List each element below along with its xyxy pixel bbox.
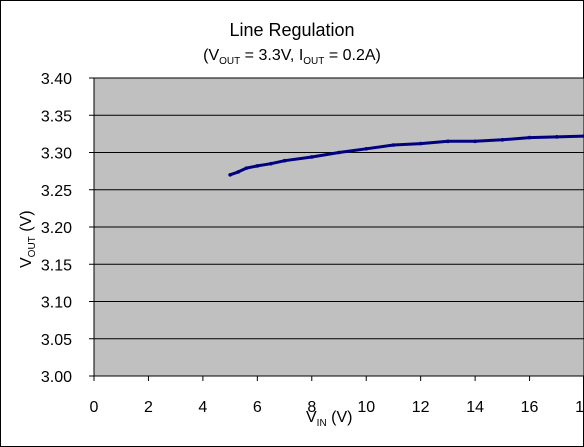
x-tick-label: 8: [307, 399, 316, 416]
x-tick-label: 4: [198, 399, 207, 416]
data-point: [337, 150, 341, 155]
data-point: [364, 146, 369, 151]
data-point: [527, 135, 532, 140]
data-point: [446, 139, 450, 144]
y-tick-label: 3.05: [41, 332, 72, 349]
data-point: [244, 166, 249, 170]
y-axis-label: VOUT (V): [18, 210, 38, 268]
data-point: [500, 138, 505, 142]
chart-title: Line Regulation: [229, 20, 355, 40]
data-point: [391, 143, 396, 147]
data-point: [473, 139, 477, 144]
y-tick-label: 3.15: [41, 257, 72, 274]
data-point: [309, 155, 314, 159]
x-tick-label: 16: [521, 399, 539, 416]
data-point: [269, 161, 273, 166]
y-tick-label: 3.00: [41, 369, 72, 386]
data-point: [418, 141, 423, 146]
x-tick-label: 10: [357, 399, 375, 416]
x-tick-label: 0: [90, 399, 99, 416]
y-tick-label: 3.30: [41, 146, 72, 163]
y-tick-label: 3.40: [41, 71, 72, 88]
x-tick-label: 2: [144, 399, 153, 416]
chart-subtitle: (VOUT = 3.3V, IOUT = 0.2A): [203, 47, 381, 67]
data-point: [282, 158, 287, 163]
x-tick-label: 6: [253, 399, 262, 416]
y-tick-label: 3.20: [41, 220, 72, 237]
y-tick-label: 3.10: [41, 295, 72, 312]
data-point: [554, 135, 559, 139]
data-point: [228, 173, 232, 177]
x-axis-label: VIN (V): [306, 409, 353, 429]
y-tick-label: 3.25: [41, 183, 72, 200]
data-point: [236, 170, 241, 174]
y-tick-label: 3.35: [41, 108, 72, 125]
x-tick-label: 12: [412, 399, 430, 416]
data-point: [255, 164, 260, 168]
x-tick-label: 14: [466, 399, 484, 416]
x-tick-label: 18: [575, 399, 584, 416]
